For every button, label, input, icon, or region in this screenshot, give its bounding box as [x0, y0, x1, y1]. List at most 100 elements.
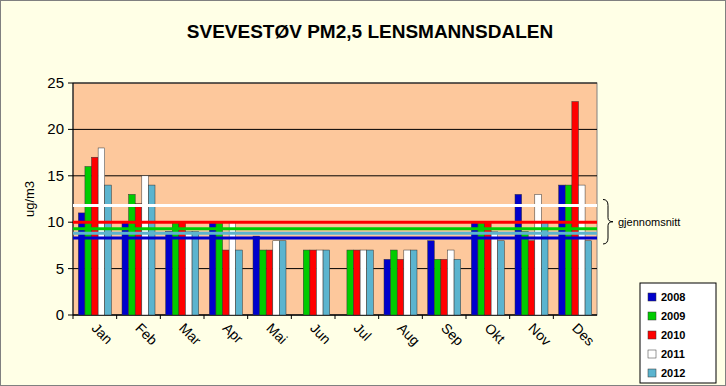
plot-area	[73, 83, 597, 315]
bar	[223, 250, 230, 315]
bar	[428, 241, 435, 315]
bar	[236, 250, 243, 315]
title: SVEVESTØV PM2,5 LENSMANNSDALEN	[187, 21, 553, 42]
bar	[434, 259, 441, 315]
average-line	[73, 232, 597, 235]
x-tick-label: Jun	[307, 320, 334, 347]
bar	[384, 259, 391, 315]
y-tick	[68, 268, 73, 269]
bar	[260, 250, 267, 315]
y-tick-label: 15	[47, 167, 64, 184]
bar	[515, 194, 522, 315]
legend-label: 2008	[661, 291, 685, 303]
bar	[491, 231, 498, 315]
y-tick-label: 25	[47, 74, 64, 91]
bar	[316, 250, 323, 315]
x-tick-label: Mar	[176, 320, 205, 349]
x-tick	[204, 315, 205, 319]
x-tick-label: Feb	[132, 320, 161, 349]
y-axis	[73, 83, 74, 315]
x-tick-label: Des	[569, 320, 598, 349]
annotation: gjennomsnitt	[618, 216, 680, 228]
bar	[273, 241, 280, 315]
bar	[498, 241, 505, 315]
y-tick-label: 10	[47, 213, 64, 230]
bar	[129, 194, 136, 315]
x-tick-label: Nov	[525, 320, 554, 349]
y-tick	[68, 83, 73, 84]
bar	[441, 259, 448, 315]
x-tick-label: Apr	[220, 320, 247, 347]
bar	[135, 204, 142, 315]
x-tick	[160, 315, 161, 319]
legend-swatch	[648, 331, 656, 339]
grid-line	[73, 175, 597, 176]
x-tick	[422, 315, 423, 319]
bar	[179, 222, 186, 315]
x-tick	[509, 315, 510, 319]
bar	[347, 250, 354, 315]
chart-background	[1, 1, 726, 386]
x-tick	[553, 315, 554, 319]
x-tick	[335, 315, 336, 319]
legend-label: 2010	[661, 329, 685, 341]
bar	[166, 231, 173, 315]
y-tick-label: 5	[56, 260, 64, 277]
y-tick	[68, 222, 73, 223]
bar	[478, 222, 485, 315]
legend-swatch	[648, 293, 656, 301]
average-line	[73, 227, 597, 230]
grid-line	[73, 83, 597, 84]
legend-label: 2009	[661, 310, 685, 322]
marks	[73, 102, 597, 315]
bar	[397, 259, 404, 315]
y-tick	[68, 175, 73, 176]
bar	[98, 148, 105, 315]
x-tick-label: Jul	[351, 320, 375, 344]
bar	[142, 176, 149, 315]
legend-box	[640, 283, 716, 383]
y-tick	[68, 129, 73, 130]
bar	[572, 102, 579, 315]
x-tick	[466, 315, 467, 319]
x-tick	[291, 315, 292, 319]
x-tick-label: Aug	[394, 320, 423, 349]
bar	[541, 222, 548, 315]
bar	[122, 222, 129, 315]
bar	[172, 222, 179, 315]
legend-label: 2011	[661, 348, 685, 360]
bar	[528, 241, 535, 315]
y-tick-label: 0	[56, 306, 64, 323]
average-line	[73, 221, 597, 224]
x-tick	[116, 315, 117, 319]
legend-swatch	[648, 369, 656, 377]
legend-swatch	[648, 312, 656, 320]
bar	[447, 250, 454, 315]
x-tick-label: Mai	[263, 320, 290, 347]
x-tick-label: Okt	[482, 320, 509, 347]
bar	[310, 250, 317, 315]
bar	[454, 259, 461, 315]
bar	[229, 222, 236, 315]
annotation-brace	[603, 199, 613, 243]
bar	[404, 250, 411, 315]
bar	[216, 222, 223, 315]
y-axis-label: ug/m3	[22, 181, 37, 217]
bar	[485, 222, 492, 315]
grid-line	[73, 222, 597, 223]
bar	[185, 231, 192, 315]
average-line	[73, 204, 597, 207]
bar	[209, 222, 216, 315]
bar	[303, 250, 310, 315]
bar	[323, 250, 330, 315]
bar	[471, 222, 478, 315]
bar	[410, 250, 417, 315]
x-tick	[247, 315, 248, 319]
bar	[266, 250, 273, 315]
bar	[354, 250, 361, 315]
y-tick	[68, 315, 73, 316]
chart: SVEVESTØV PM2,5 LENSMANNSDALEN ug/m3 0 5 10 1…	[0, 0, 726, 386]
bar	[85, 167, 92, 315]
bar	[192, 231, 199, 315]
bar	[391, 250, 398, 315]
